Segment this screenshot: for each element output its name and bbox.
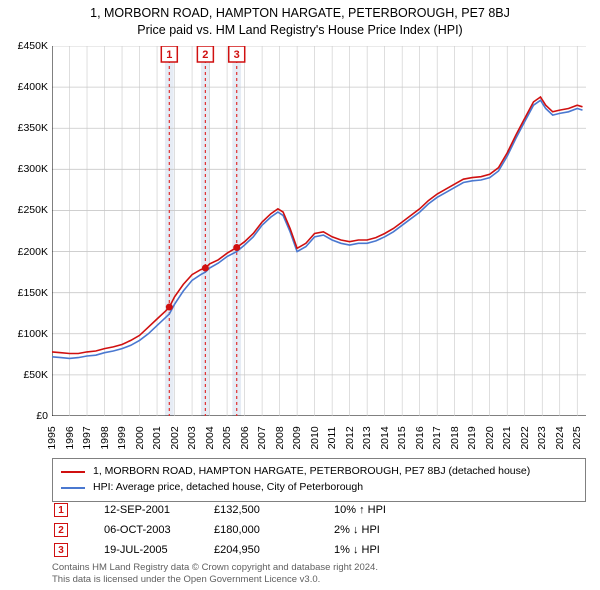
legend-swatch-1 bbox=[61, 487, 85, 489]
x-tick-label: 2005 bbox=[221, 426, 233, 449]
event-date-1: 06-OCT-2003 bbox=[104, 524, 214, 536]
x-tick-label: 2004 bbox=[204, 426, 216, 449]
legend-swatch-0 bbox=[61, 471, 85, 473]
event-row-1: 2 06-OCT-2003 £180,000 2% ↓ HPI bbox=[52, 520, 586, 540]
y-tick-label: £300K bbox=[18, 163, 48, 175]
x-tick-label: 2015 bbox=[396, 426, 408, 449]
x-tick-label: 2020 bbox=[484, 426, 496, 449]
event-date-2: 19-JUL-2005 bbox=[104, 544, 214, 556]
event-row-0: 1 12-SEP-2001 £132,500 10% ↑ HPI bbox=[52, 500, 586, 520]
y-tick-label: £350K bbox=[18, 122, 48, 134]
x-tick-label: 2002 bbox=[169, 426, 181, 449]
x-tick-label: 1996 bbox=[64, 426, 76, 449]
event-price-1: £180,000 bbox=[214, 524, 334, 536]
event-price-0: £132,500 bbox=[214, 504, 334, 516]
x-tick-label: 2025 bbox=[571, 426, 583, 449]
x-tick-label: 2016 bbox=[414, 426, 426, 449]
x-tick-label: 2011 bbox=[326, 427, 338, 450]
footer-line-1: Contains HM Land Registry data © Crown c… bbox=[52, 562, 586, 574]
legend-row-1: HPI: Average price, detached house, City… bbox=[61, 480, 577, 496]
x-tick-label: 2001 bbox=[151, 426, 163, 449]
title-block: 1, MORBORN ROAD, HAMPTON HARGATE, PETERB… bbox=[0, 0, 600, 37]
x-tick-label: 1995 bbox=[46, 426, 58, 449]
y-tick-label: £250K bbox=[18, 204, 48, 216]
x-tick-label: 2003 bbox=[186, 426, 198, 449]
x-tick-label: 2010 bbox=[309, 426, 321, 449]
title-line-2: Price paid vs. HM Land Registry's House … bbox=[0, 23, 600, 37]
x-tick-label: 2000 bbox=[134, 426, 146, 449]
x-tick-label: 2019 bbox=[466, 426, 478, 449]
event-marker-2: 3 bbox=[54, 543, 68, 557]
y-tick-label: £400K bbox=[18, 81, 48, 93]
x-tick-label: 2012 bbox=[344, 426, 356, 449]
event-pct-0: 10% ↑ HPI bbox=[334, 504, 386, 516]
svg-text:2: 2 bbox=[202, 49, 208, 61]
x-tick-label: 2024 bbox=[554, 426, 566, 449]
event-marker-1: 2 bbox=[54, 523, 68, 537]
footer-line-2: This data is licensed under the Open Gov… bbox=[52, 574, 586, 586]
chart-svg: 1 2 3 bbox=[52, 46, 586, 416]
svg-text:3: 3 bbox=[234, 49, 240, 61]
y-tick-label: £450K bbox=[18, 40, 48, 52]
legend-row-0: 1, MORBORN ROAD, HAMPTON HARGATE, PETERB… bbox=[61, 464, 577, 480]
title-line-1: 1, MORBORN ROAD, HAMPTON HARGATE, PETERB… bbox=[0, 6, 600, 20]
x-tick-label: 2013 bbox=[361, 426, 373, 449]
x-tick-label: 2021 bbox=[501, 426, 513, 449]
x-tick-label: 2007 bbox=[256, 426, 268, 449]
event-pct-1: 2% ↓ HPI bbox=[334, 524, 380, 536]
legend-label-0: 1, MORBORN ROAD, HAMPTON HARGATE, PETERB… bbox=[93, 464, 530, 480]
event-price-2: £204,950 bbox=[214, 544, 334, 556]
events-table: 1 12-SEP-2001 £132,500 10% ↑ HPI 2 06-OC… bbox=[52, 500, 586, 560]
footer-note: Contains HM Land Registry data © Crown c… bbox=[52, 562, 586, 587]
x-tick-label: 1999 bbox=[116, 426, 128, 449]
x-tick-label: 2014 bbox=[379, 426, 391, 449]
event-pct-2: 1% ↓ HPI bbox=[334, 544, 380, 556]
x-tick-label: 2017 bbox=[431, 426, 443, 449]
y-tick-label: £50K bbox=[23, 369, 48, 381]
x-tick-label: 2018 bbox=[449, 426, 461, 449]
event-date-0: 12-SEP-2001 bbox=[104, 504, 214, 516]
x-tick-label: 1998 bbox=[99, 426, 111, 449]
x-tick-label: 2023 bbox=[536, 426, 548, 449]
event-marker-0: 1 bbox=[54, 503, 68, 517]
x-tick-label: 2009 bbox=[291, 426, 303, 449]
y-tick-label: £200K bbox=[18, 246, 48, 258]
chart-container: 1, MORBORN ROAD, HAMPTON HARGATE, PETERB… bbox=[0, 0, 600, 590]
y-tick-label: £0 bbox=[36, 410, 48, 422]
y-tick-label: £100K bbox=[18, 328, 48, 340]
x-tick-label: 2006 bbox=[239, 426, 251, 449]
y-tick-label: £150K bbox=[18, 287, 48, 299]
legend-label-1: HPI: Average price, detached house, City… bbox=[93, 480, 363, 496]
x-tick-label: 2008 bbox=[274, 426, 286, 449]
chart-area: 123 £0£50K£100K£150K£200K£250K£300K£350K… bbox=[52, 46, 586, 416]
x-tick-label: 2022 bbox=[519, 426, 531, 449]
legend-box: 1, MORBORN ROAD, HAMPTON HARGATE, PETERB… bbox=[52, 458, 586, 502]
event-row-2: 3 19-JUL-2005 £204,950 1% ↓ HPI bbox=[52, 540, 586, 560]
svg-text:1: 1 bbox=[166, 49, 172, 61]
x-tick-label: 1997 bbox=[81, 426, 93, 449]
